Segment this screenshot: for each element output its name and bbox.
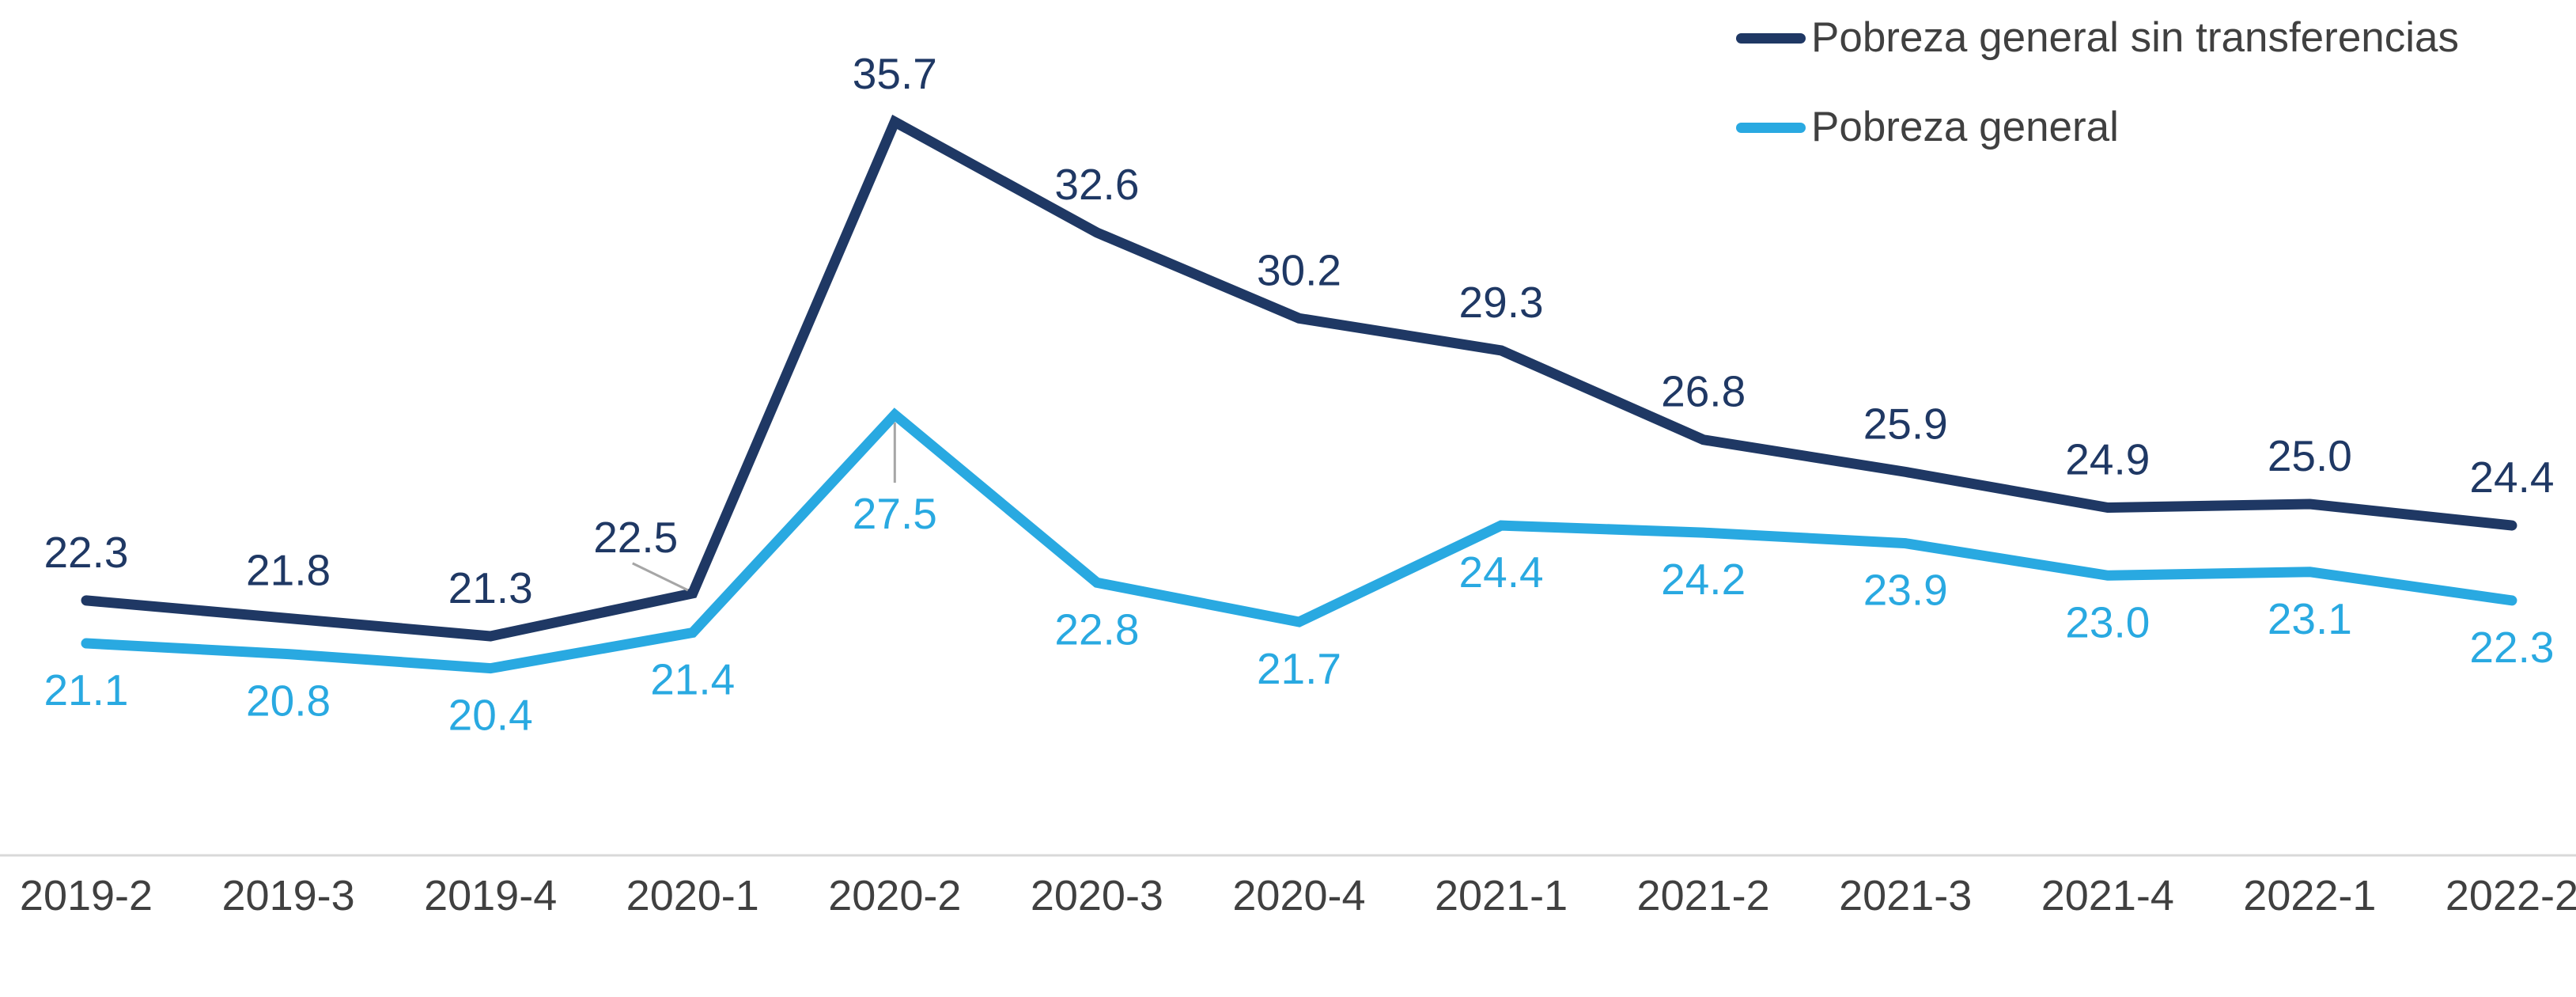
data-label-series-1: 21.4 (650, 655, 735, 704)
data-label-series-0: 21.3 (448, 563, 533, 612)
x-tick-label: 2021-1 (1435, 872, 1568, 919)
data-label-series-1: 24.4 (1459, 548, 1544, 597)
x-tick-label: 2020-2 (828, 872, 961, 919)
legend-label-pobreza-sin-transferencias: Pobreza general sin transferencias (1811, 14, 2460, 61)
data-label-series-0: 21.8 (246, 545, 331, 594)
data-label-series-0: 24.9 (2065, 435, 2150, 484)
x-tick-label: 2021-4 (2041, 872, 2174, 919)
data-label-series-0: 25.0 (2268, 431, 2352, 480)
x-tick-label: 2022-2 (2445, 872, 2576, 919)
data-label-series-0: 30.2 (1257, 245, 1341, 294)
x-tick-label: 2022-1 (2243, 872, 2376, 919)
x-tick-label: 2021-3 (1839, 872, 1972, 919)
data-label-series-1: 22.8 (1054, 605, 1139, 654)
data-label-series-1: 27.5 (853, 489, 937, 538)
data-label-series-0: 29.3 (1459, 278, 1544, 327)
x-tick-label: 2020-4 (1232, 872, 1365, 919)
data-label-series-1: 23.0 (2065, 597, 2150, 646)
legend-line-swatch-dark (1736, 32, 1806, 44)
data-label-series-1: 20.4 (448, 691, 533, 740)
x-tick-label: 2019-2 (20, 872, 153, 919)
data-label-series-0: 24.4 (2469, 453, 2554, 502)
legend-item-pobreza-sin-transferencias[interactable]: Pobreza general sin transferencias (1736, 14, 2459, 63)
data-label-series-0: 22.3 (44, 528, 128, 577)
data-label-series-0: 32.6 (1054, 160, 1139, 209)
data-label-series-1: 23.9 (1863, 566, 1948, 615)
data-label-series-1: 22.3 (2469, 623, 2554, 672)
label-leader-line (632, 562, 689, 592)
legend: Pobreza general sin transferencias Pobre… (1736, 14, 2459, 152)
series-line-0[interactable] (81, 114, 2517, 642)
x-tick-label: 2020-1 (626, 872, 759, 919)
x-tick-label: 2021-2 (1637, 872, 1770, 919)
legend-line-swatch-light (1736, 122, 1806, 133)
legend-label-pobreza-general: Pobreza general (1811, 103, 2119, 150)
legend-item-pobreza-general[interactable]: Pobreza general (1736, 104, 2459, 152)
x-tick-label: 2019-3 (222, 872, 355, 919)
x-tick-label: 2019-4 (424, 872, 557, 919)
x-tick-label: 2020-3 (1031, 872, 1163, 919)
data-label-series-0: 35.7 (853, 49, 937, 98)
data-label-series-0: 22.5 (593, 513, 678, 562)
series-line-1[interactable] (81, 408, 2517, 674)
data-label-series-1: 20.8 (246, 677, 331, 726)
data-label-series-1: 23.1 (2268, 594, 2352, 643)
data-label-series-0: 25.9 (1863, 399, 1948, 448)
data-label-series-1: 21.1 (44, 665, 128, 715)
data-label-series-0: 26.8 (1661, 367, 1746, 416)
data-label-series-1: 21.7 (1257, 644, 1341, 693)
data-label-series-1: 24.2 (1661, 555, 1746, 604)
